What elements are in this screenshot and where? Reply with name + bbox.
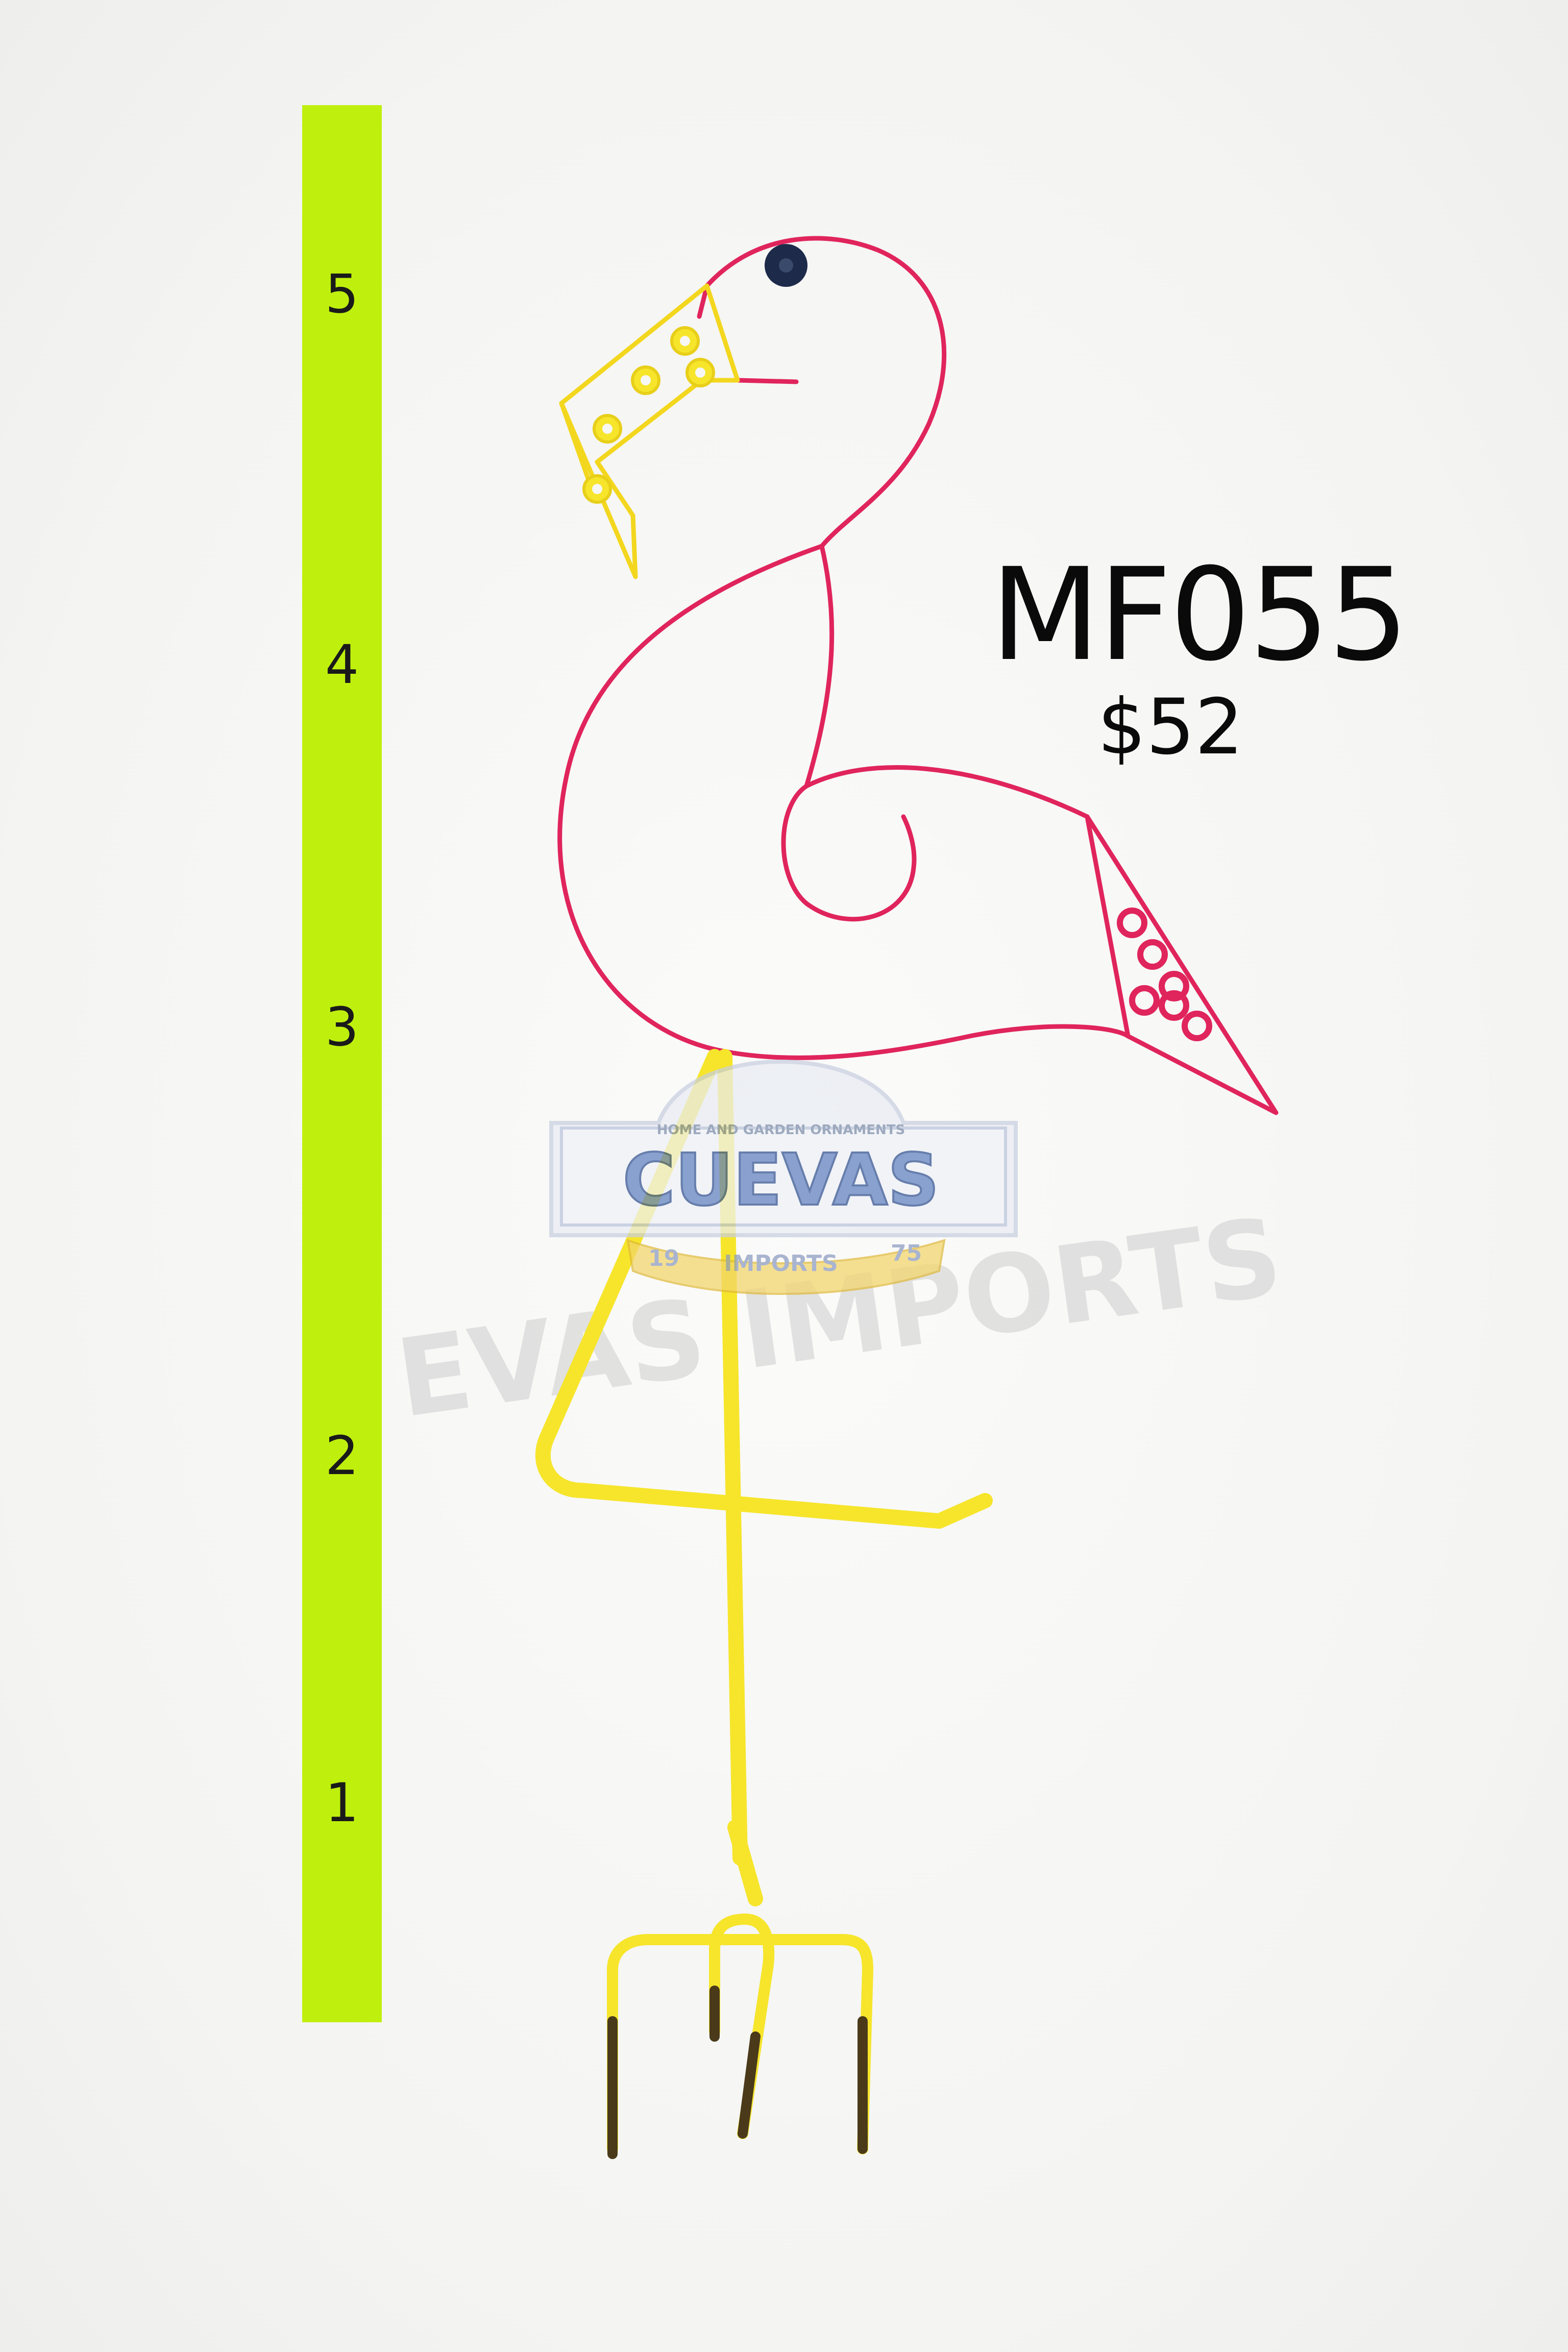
height-ruler: 5 4 3 2 1 <box>302 105 382 2022</box>
logo-sub: IMPORTS <box>724 1251 838 1277</box>
ruler-mark-1: 1 <box>325 1772 359 1834</box>
ruler-mark-3: 3 <box>325 996 359 1058</box>
logo-year-right: 75 <box>891 1240 922 1266</box>
product-code: MF055 <box>990 541 1409 689</box>
flamingo-beak <box>559 283 740 579</box>
product-price: $52 <box>1097 683 1244 772</box>
ruler-mark-4: 4 <box>325 633 359 696</box>
cuevas-logo-watermark: HOME AND GARDEN ORNAMENTS CUEVAS IMPORTS… <box>549 1059 1018 1295</box>
logo-tagline: HOME AND GARDEN ORNAMENTS <box>657 1122 905 1138</box>
logo-brand: CUEVAS <box>623 1139 939 1222</box>
ruler-mark-5: 5 <box>325 263 359 325</box>
beak-rings <box>582 326 715 504</box>
logo-year-left: 19 <box>648 1245 679 1271</box>
ground-stake <box>607 1914 873 2159</box>
wing-rings <box>1117 908 1212 1041</box>
ruler-mark-2: 2 <box>325 1425 359 1487</box>
flamingo-body-outline <box>557 236 1279 1115</box>
